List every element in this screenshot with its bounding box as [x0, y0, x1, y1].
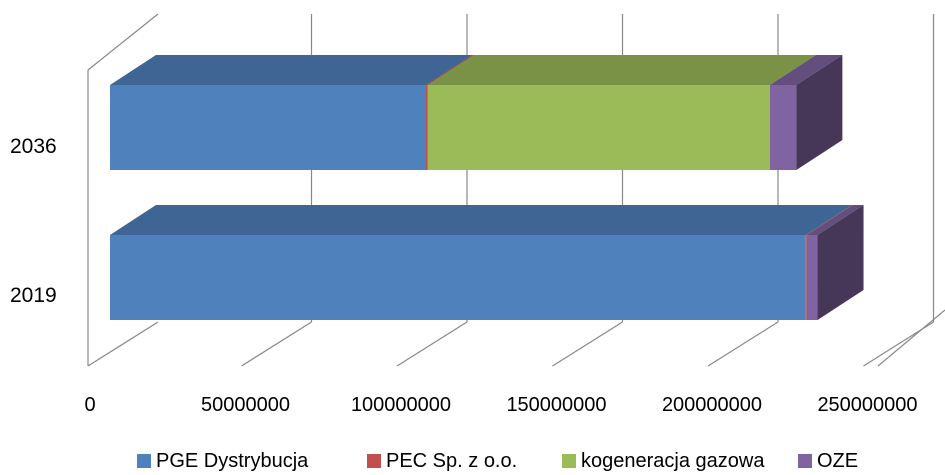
bar-segment-pge-dystrybucja-2036 — [110, 55, 472, 170]
bars — [110, 55, 864, 320]
legend-swatch — [367, 454, 381, 468]
x-tick-label: 50000000 — [201, 394, 290, 416]
category-label-2036: 2036 — [10, 135, 57, 158]
legend-swatch — [562, 454, 576, 468]
x-tick-label: 250000000 — [817, 394, 917, 416]
x-tick-labels: 0 50000000 100000000 150000000 200000000 2500… — [84, 394, 917, 416]
legend-label: PGE Dystrybucja — [156, 450, 309, 472]
bar-top-face — [110, 55, 472, 85]
x-tick-label: 200000000 — [662, 394, 762, 416]
bar-front-face — [110, 235, 806, 320]
plot-walls — [87, 13, 159, 367]
legend-label: kogeneracja gazowa — [581, 450, 765, 472]
legend-swatch — [137, 454, 151, 468]
legend-item-pec-sp-z-o-o-: PEC Sp. z o.o. — [367, 450, 517, 472]
bar-front-face — [110, 85, 426, 170]
bar-top-face — [110, 205, 852, 235]
bar-segment-pge-dystrybucja-2019 — [110, 205, 852, 320]
bar-segment-oze-2019 — [806, 205, 864, 320]
legend-label: PEC Sp. z o.o. — [386, 450, 517, 472]
gridline-floor — [877, 309, 945, 367]
legend-item-pge-dystrybucja: PGE Dystrybucja — [137, 450, 309, 472]
x-tick-label: 0 — [84, 394, 95, 416]
x-tick-label: 150000000 — [506, 394, 606, 416]
legend: PGE Dystrybucja PEC Sp. z o.o. kogeneracja… — [137, 450, 858, 472]
category-labels: 2019 2036 — [10, 135, 57, 307]
bar-front-face — [805, 235, 807, 320]
bar-front-face — [425, 85, 428, 170]
legend-label: OZE — [817, 450, 858, 472]
bar-front-face — [806, 235, 818, 320]
bar-top-face — [805, 205, 853, 235]
bar-top-face — [769, 55, 843, 85]
gridline-floor — [241, 321, 312, 367]
floor-left-edge — [87, 321, 159, 367]
gridline-floor — [552, 321, 623, 367]
bar-segment-kogeneracja-gazowa-2036 — [427, 55, 816, 170]
bar-segment-pec-sp-z-o-o--2019 — [805, 205, 853, 320]
category-label-2019: 2019 — [10, 284, 57, 307]
bar-front-face — [427, 85, 770, 170]
bar-segment-oze-2036 — [769, 55, 843, 170]
gridline-floor — [707, 321, 779, 367]
x-tick-label: 100000000 — [351, 394, 451, 416]
bar-top-face — [806, 205, 864, 235]
bar-top-face — [427, 55, 816, 85]
gridline-floor — [396, 321, 468, 367]
bar-front-face — [769, 85, 797, 170]
legend-swatch — [798, 454, 812, 468]
left-wall-top-edge — [87, 13, 159, 71]
bar-side-face — [817, 205, 864, 320]
legend-item-oze: OZE — [798, 450, 858, 472]
bar-side-face — [796, 55, 843, 170]
bar-segment-pec-sp-z-o-o--2036 — [425, 55, 474, 170]
bar-top-face — [425, 55, 474, 85]
legend-item-kogeneracja-gazowa: kogeneracja gazowa — [562, 450, 765, 472]
